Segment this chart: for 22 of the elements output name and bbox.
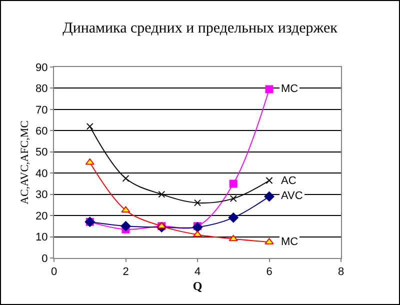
y-tick-label: 50 (36, 146, 48, 159)
x-tick-label: 4 (194, 266, 201, 278)
y-tick-label: 80 (36, 83, 48, 96)
series-label: AVC (281, 190, 303, 202)
y-axis-title: AC,AVC,AFC,MC (19, 120, 32, 204)
x-axis-title: Q (192, 279, 202, 294)
y-tick-label: 10 (36, 232, 48, 244)
x-tick-label: 8 (338, 266, 344, 278)
x-tick-label: 0 (50, 266, 58, 278)
x-tick-label: 2 (122, 266, 129, 278)
y-tick-label: 0 (42, 252, 48, 265)
y-tick-label: 60 (36, 126, 48, 138)
y-tick-label: 30 (36, 189, 48, 202)
y-tick-label: 90 (36, 62, 48, 74)
chart-title: Динамика средних и предельных издержек (62, 20, 338, 37)
series-label: MC (281, 236, 298, 248)
series-label: AC (281, 175, 296, 187)
y-tick-label: 20 (36, 210, 48, 222)
y-tick-label: 40 (36, 168, 48, 180)
x-tick-label: 6 (266, 266, 272, 278)
y-tick-label: 70 (36, 104, 48, 116)
series-label: MC (281, 83, 298, 95)
